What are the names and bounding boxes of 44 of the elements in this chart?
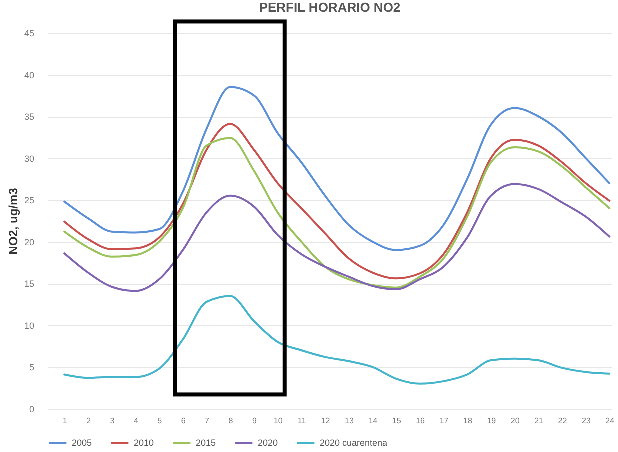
x-tick-label: 22	[558, 416, 568, 426]
y-axis-title: NO2, ug/m3	[6, 188, 20, 255]
legend-label: 2020	[258, 438, 278, 448]
x-tick-label: 23	[582, 416, 592, 426]
x-tick-label: 9	[252, 416, 258, 426]
x-tick-label: 11	[298, 416, 307, 426]
y-tick-label: 45	[24, 28, 34, 38]
legend-label: 2010	[134, 438, 154, 448]
chart-title: PERFIL HORARIO NO2	[259, 0, 401, 15]
x-tick-label: 15	[392, 416, 402, 426]
x-tick-label: 14	[368, 416, 378, 426]
y-tick-label: 0	[29, 404, 34, 414]
y-tick-label: 30	[24, 154, 34, 164]
x-tick-label: 3	[110, 416, 116, 426]
x-tick-label: 16	[416, 416, 426, 426]
legend-label: 2020 cuarentena	[320, 438, 388, 448]
y-tick-label: 40	[24, 70, 34, 80]
x-tick-label: 17	[440, 416, 450, 426]
x-tick-label: 5	[158, 416, 163, 426]
x-tick-label: 20	[510, 416, 520, 426]
legend-label: 2015	[196, 438, 216, 448]
x-tick-label: 19	[487, 416, 497, 426]
x-tick-label: 21	[534, 416, 544, 426]
y-tick-label: 15	[24, 279, 34, 290]
x-tick-label: 18	[463, 416, 473, 426]
x-tick-label: 13	[345, 416, 354, 426]
legend-label: 2005	[72, 438, 92, 448]
y-tick-label: 20	[24, 237, 34, 248]
y-tick-label: 10	[24, 320, 34, 331]
line-series	[64, 183, 611, 292]
x-tick-label: 4	[134, 416, 139, 426]
x-tick-label: 2	[86, 416, 92, 426]
x-tick-label: 7	[205, 416, 210, 426]
y-tick-label: 5	[29, 362, 34, 373]
x-tick-label: 24	[606, 416, 616, 426]
line-series	[64, 295, 611, 385]
line-series	[64, 86, 611, 252]
x-tick-label: 6	[181, 416, 186, 426]
y-tick-label: 35	[24, 112, 34, 122]
x-tick-label: 10	[274, 416, 284, 426]
y-tick-label: 25	[24, 196, 34, 206]
x-tick-label: 12	[321, 416, 331, 426]
x-tick-label: 8	[228, 416, 234, 426]
x-tick-label: 1	[62, 416, 68, 426]
